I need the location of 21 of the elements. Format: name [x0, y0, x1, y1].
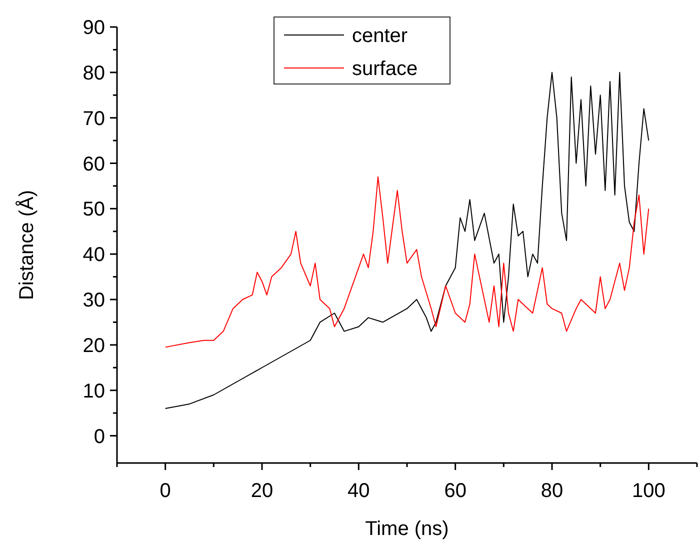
y-tick-label: 20 [82, 334, 105, 357]
y-axis-title: Distance (Å) [15, 190, 38, 300]
legend-label: center [352, 25, 408, 47]
x-tick-label: 20 [250, 480, 274, 502]
y-tick-label: 70 [82, 108, 105, 130]
x-tick-label: 80 [540, 480, 564, 502]
y-tick-label: 30 [82, 290, 105, 312]
y-tick-label: 90 [82, 17, 105, 39]
line-series [164, 176, 650, 348]
y-tick-label: 50 [82, 198, 105, 221]
x-axis-title: Time (ns) [365, 518, 449, 540]
y-tick-label: 10 [82, 380, 105, 402]
y-tick-label: 0 [94, 426, 105, 448]
y-tick-label: 40 [82, 244, 105, 266]
x-tick-label: 40 [348, 480, 370, 502]
x-tick-label: 100 [632, 480, 666, 502]
y-tick-label: 60 [82, 153, 105, 176]
legend-label: surface [352, 58, 418, 80]
y-tick-label: 80 [82, 62, 105, 84]
x-tick-label: 60 [444, 480, 466, 502]
x-tick-label: 0 [160, 480, 171, 502]
